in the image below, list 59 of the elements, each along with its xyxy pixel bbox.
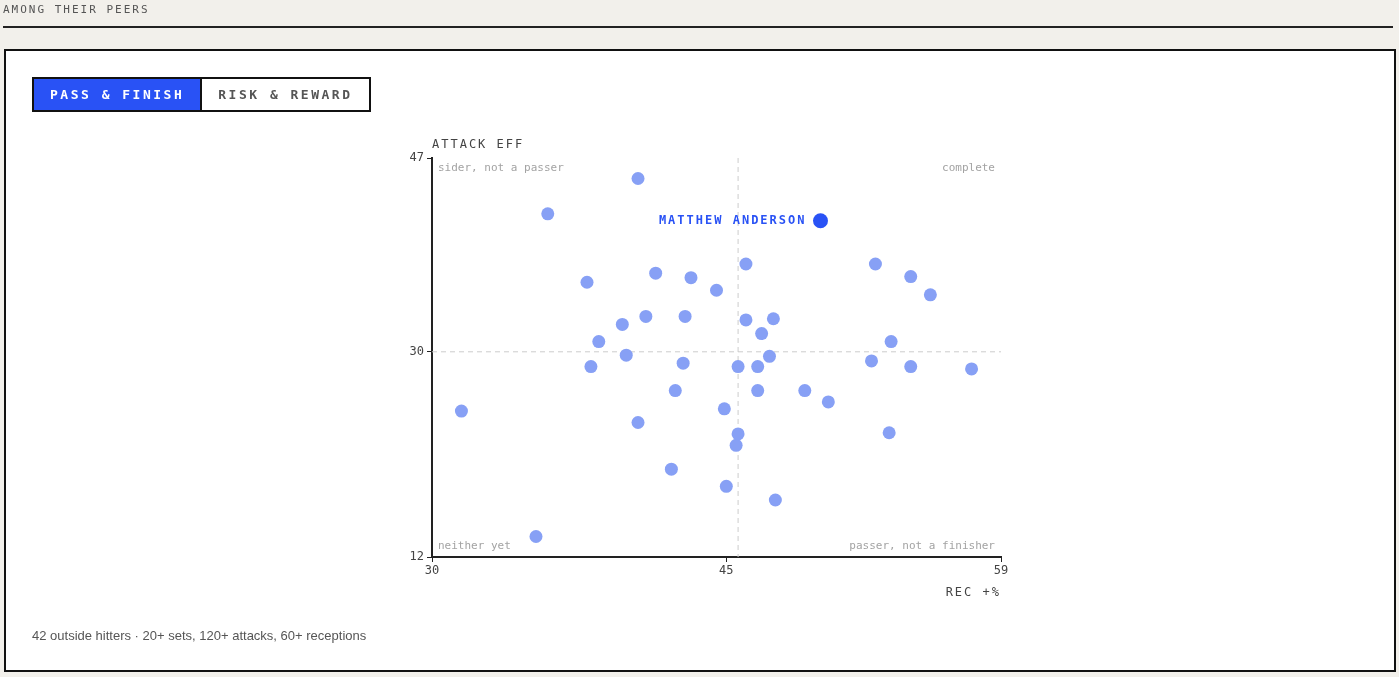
point (739, 313, 753, 327)
point (717, 402, 731, 416)
annotation: neither yet (438, 538, 511, 552)
point (619, 348, 633, 362)
point (731, 427, 745, 441)
point (768, 493, 782, 507)
point (668, 384, 682, 398)
point (868, 257, 882, 271)
point (529, 529, 543, 543)
point (676, 356, 690, 370)
x-axis-title: REC +% (945, 585, 1001, 599)
point (454, 404, 468, 418)
y-axis-title: ATTACK EFF (432, 137, 525, 151)
point (755, 327, 769, 341)
point (884, 335, 898, 349)
annotation: passer, not a finisher (849, 538, 996, 552)
y-tick-label: 47 (409, 150, 424, 165)
point (584, 360, 598, 374)
y-tick-label: 12 (409, 549, 424, 564)
point (615, 317, 629, 331)
point (729, 438, 743, 452)
text: RISK & REWARD (200, 79, 369, 110)
point (592, 335, 606, 349)
point (664, 462, 678, 476)
annotation: complete (942, 160, 995, 174)
point (812, 213, 828, 229)
point (580, 275, 594, 289)
point (719, 479, 733, 493)
text: AMONG THEIR PEERS (3, 3, 150, 16)
point (751, 360, 765, 374)
text: 42 outside hitters · 20+ sets, 120+ attacks, 60+ receptions (32, 628, 367, 643)
point (821, 395, 835, 409)
point (904, 360, 918, 374)
point (639, 309, 653, 323)
point (631, 172, 645, 186)
point (762, 349, 776, 363)
point (766, 312, 780, 326)
annotation: sider, not a passer (438, 160, 565, 174)
x-tick-label: 30 (424, 563, 440, 578)
y-tick-label: 30 (409, 343, 424, 358)
point (710, 283, 723, 297)
x-tick-label: 45 (719, 563, 734, 578)
point (684, 271, 698, 285)
point (965, 362, 979, 376)
point (882, 426, 896, 440)
point (731, 360, 745, 374)
point (541, 207, 555, 221)
x-tick-label: 59 (993, 563, 1009, 578)
text: PASS & FINISH (34, 79, 201, 110)
series-label: MATTHEW ANDERSON (658, 212, 807, 227)
point (678, 309, 692, 323)
point (649, 266, 663, 280)
point (751, 384, 765, 398)
point (798, 384, 812, 398)
point (739, 257, 753, 271)
point (865, 354, 878, 368)
point (904, 270, 918, 284)
point (923, 288, 937, 302)
point (631, 415, 645, 429)
